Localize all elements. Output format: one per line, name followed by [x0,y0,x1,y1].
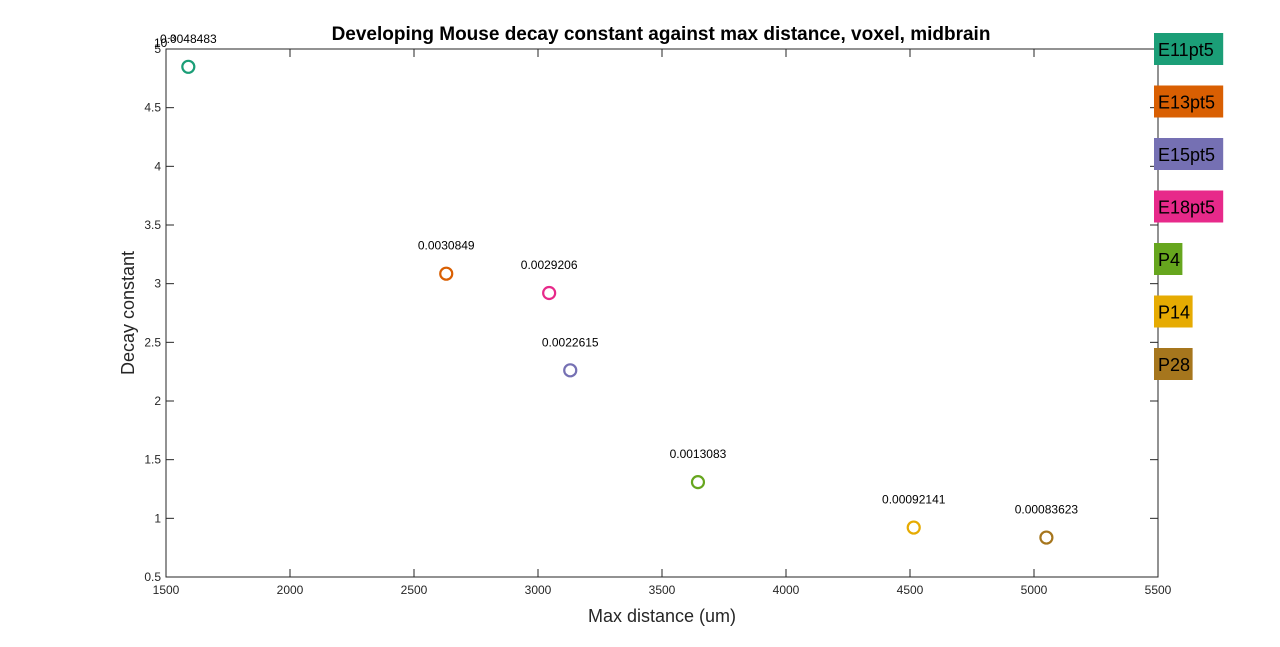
y-tick-label: 2 [154,394,161,408]
legend-label-p4: P4 [1158,250,1180,270]
legend-swatch-p4 [1154,243,1183,275]
y-axis-exponent: 10-3 [154,33,175,50]
legend-swatch-e11pt5 [1154,33,1224,65]
y-tick-label: 5 [154,42,161,56]
data-point-p28 [1039,530,1054,545]
legend-label-p14: P14 [1158,303,1190,323]
x-tick-label: 4000 [773,583,800,597]
legend: E11pt5 E13pt5 E15pt5 E18pt5 P4 P14 P28 [1154,33,1224,380]
x-tick-label: 5500 [1145,583,1172,597]
data-points: 0.0048483 0.0030849 0.0022615 0.0029206 0.00… [160,32,1079,545]
x-tick-label: 3000 [525,583,552,597]
legend-swatch-e15pt5 [1154,138,1224,170]
data-label-p14: 0.00092141 [882,493,946,507]
x-tick-label: 2500 [401,583,428,597]
chart-title: Developing Mouse decay constant against … [332,24,991,45]
axes-box [165,48,1159,578]
legend-label-e15pt5: E15pt5 [1158,145,1215,165]
plot-area [165,48,1159,578]
y-axis-exponent-base: 10 [154,36,168,50]
data-label-e13pt5: 0.0030849 [418,239,475,253]
data-label-p4: 0.0013083 [670,447,727,461]
x-tick-label: 1500 [153,583,180,597]
legend-label-e13pt5: E13pt5 [1158,93,1215,113]
x-tick-label: 2000 [277,583,304,597]
data-point-p4 [690,475,706,490]
data-point-e15pt5 [563,363,578,378]
legend-swatch-p28 [1154,348,1193,380]
y-tick-label: 3.5 [144,218,161,232]
legend-label-e11pt5: E11pt5 [1158,40,1214,60]
data-label-e11pt5: 0.0048483 [160,32,217,46]
legend-swatch-e18pt5 [1154,190,1224,223]
legend-label-e18pt5: E18pt5 [1158,198,1215,218]
data-label-e15pt5: 0.0022615 [542,335,599,349]
y-tick-label: 4.5 [144,101,161,115]
y-axis-label: Decay constant [118,251,138,375]
y-axis-exponent-power: -3 [167,33,175,43]
legend-swatch-e13pt5 [1154,85,1224,118]
data-point-p14 [906,520,921,535]
x-tick-label: 3500 [649,583,676,597]
data-point-e13pt5 [439,266,454,281]
legend-label-p28: P28 [1158,355,1190,375]
y-axis: 0.5 1 1.5 2 2.5 3 3.5 4 4.5 5 [144,42,1158,584]
legend-swatch-p14 [1154,295,1193,328]
data-label-p28: 0.00083623 [1015,503,1079,517]
y-tick-label: 3 [154,277,161,291]
x-tick-label: 5000 [1021,583,1048,597]
x-axis-label: Max distance (um) [588,606,736,626]
y-tick-label: 2.5 [144,335,161,349]
y-tick-label: 0.5 [144,570,161,584]
y-tick-label: 1 [154,511,161,525]
data-label-e18pt5: 0.0029206 [521,258,578,272]
y-tick-label: 1.5 [144,453,161,467]
x-tick-label: 4500 [897,583,924,597]
x-axis: 1500 2000 2500 3000 3500 4000 4500 5000 5500 [153,49,1172,597]
data-point-e18pt5 [542,285,557,301]
y-tick-label: 4 [154,159,161,173]
data-point-e11pt5 [181,59,196,74]
